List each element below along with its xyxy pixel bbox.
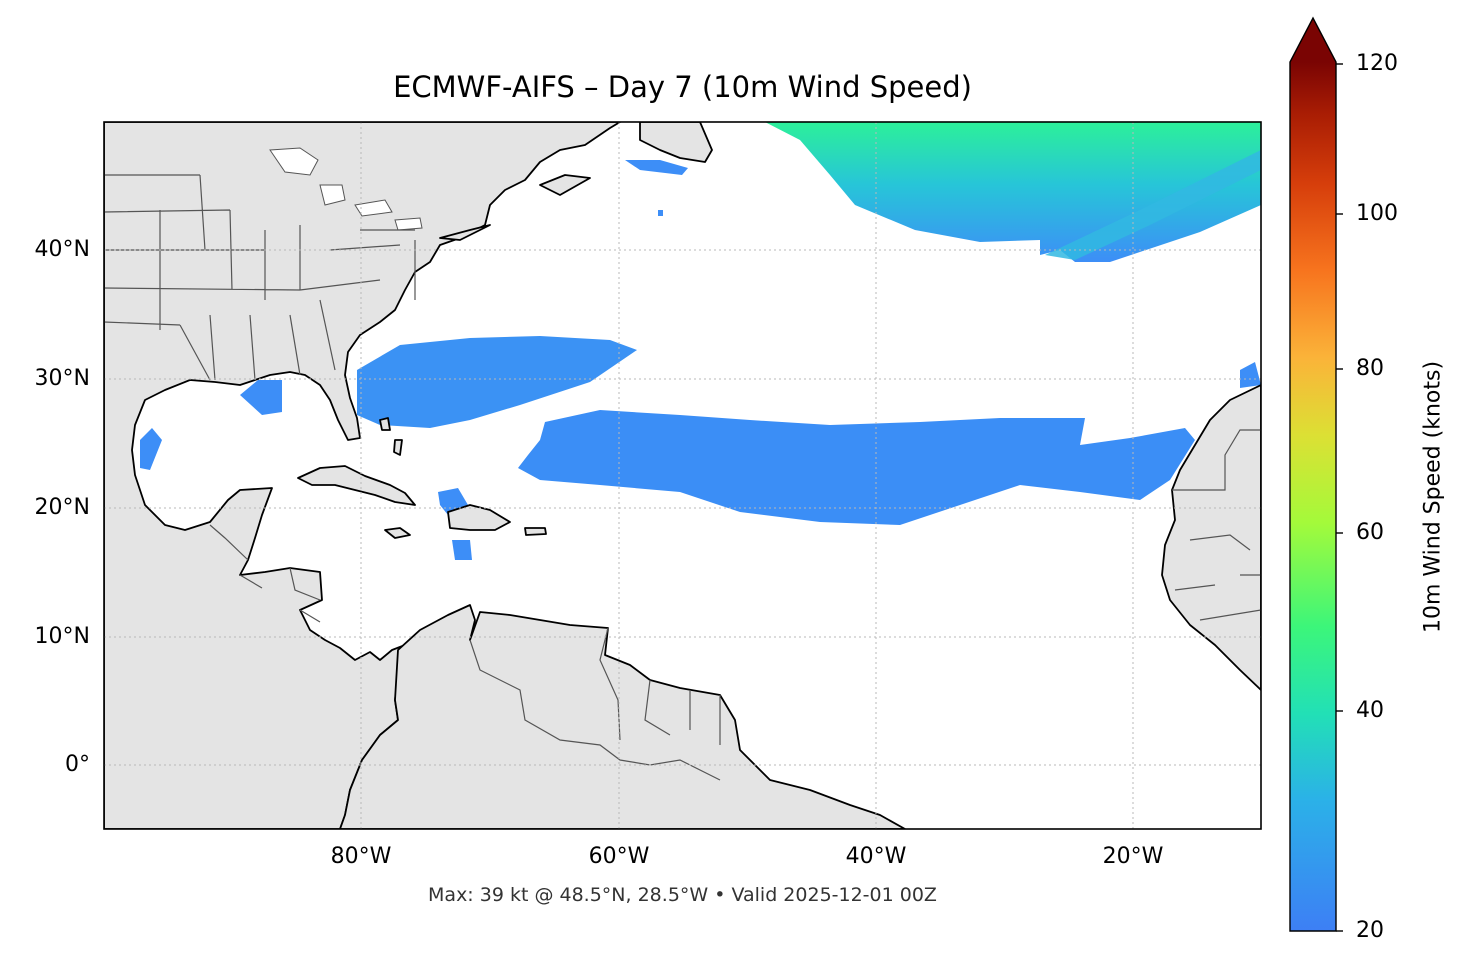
colorbar-ticks	[1336, 63, 1343, 932]
colorbar-extend-arrow	[1290, 18, 1336, 62]
land-hispaniola	[447, 504, 511, 531]
land-long-island	[439, 224, 491, 241]
wind-patch-newfoundland	[625, 160, 688, 175]
land-north-america	[104, 122, 621, 829]
land-jamaica	[384, 527, 411, 539]
map-frame	[103, 121, 1262, 830]
wind-shading	[140, 122, 1261, 560]
wind-streak-north	[1045, 150, 1261, 260]
land-bahamas-2	[393, 439, 403, 456]
map-title: ECMWF-AIFS – Day 7 (10m Wind Speed)	[393, 70, 972, 104]
lon-tick-label: 40°W	[845, 844, 907, 869]
wind-region-trade-winds	[518, 410, 1195, 525]
colorbar-gradient	[1290, 62, 1336, 931]
colorbar-tick-label: 100	[1356, 201, 1398, 226]
lon-tick-label: 20°W	[1102, 844, 1164, 869]
wind-patch-caribbean	[452, 540, 472, 560]
lon-tick-label: 80°W	[330, 844, 392, 869]
land-newfoundland	[639, 122, 713, 163]
land-bahamas	[379, 417, 391, 431]
footer-caption: Max: 39 kt @ 48.5°N, 28.5°W • Valid 2025…	[428, 884, 937, 906]
map-area	[104, 122, 1261, 829]
colorbar	[1289, 16, 1343, 932]
colorbar-tick-label: 20	[1356, 918, 1384, 943]
lat-tick-label: 30°N	[34, 366, 90, 391]
borders	[104, 174, 1261, 781]
colorbar-tick-label: 120	[1356, 51, 1398, 76]
lon-tick-label: 60°W	[588, 844, 650, 869]
wind-patch-gulf-west	[140, 428, 162, 470]
lat-tick-label: 10°N	[34, 624, 90, 649]
colorbar-tick-label: 80	[1356, 356, 1384, 381]
colorbar-outline	[1289, 16, 1337, 932]
colorbar-tick-label: 40	[1356, 698, 1384, 723]
great-lakes	[269, 147, 423, 231]
land-cuba	[297, 465, 416, 506]
colorbar-tick-label: 60	[1356, 520, 1384, 545]
wind-patch-africa	[1240, 362, 1261, 388]
wind-region-subtropical	[357, 336, 637, 428]
lat-tick-label: 0°	[65, 752, 90, 777]
wind-patch-gulf	[240, 380, 282, 415]
lat-tick-label: 20°N	[34, 495, 90, 520]
colorbar-title: 10m Wind Speed (knots)	[1420, 360, 1446, 634]
land-puerto-rico	[524, 527, 547, 536]
lat-tick-label: 40°N	[34, 237, 90, 262]
land-nova-scotia	[539, 174, 591, 196]
